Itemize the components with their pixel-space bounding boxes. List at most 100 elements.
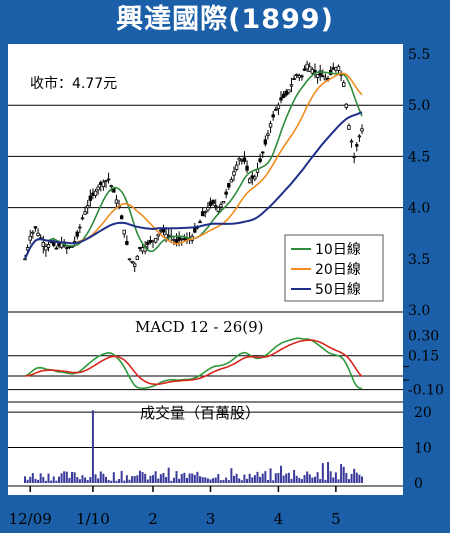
candle-body <box>284 90 288 96</box>
candle-body <box>305 63 309 70</box>
volume-bar <box>209 479 212 483</box>
volume-bar <box>225 477 228 483</box>
volume-bar <box>26 479 29 483</box>
volume-bar <box>110 480 113 483</box>
volume-bar <box>152 475 155 483</box>
volume-bar <box>55 480 58 483</box>
candle-body <box>266 133 270 136</box>
volume-bar <box>269 468 272 483</box>
volume-bar <box>81 475 84 483</box>
candle-body <box>104 180 108 182</box>
volume-bar <box>120 470 123 483</box>
candle-body <box>292 78 296 80</box>
volume-bar <box>240 480 243 483</box>
volume-bar <box>31 473 34 483</box>
volume-y-tick: 20 <box>414 405 432 421</box>
candle-body <box>182 238 187 241</box>
candle-body <box>276 104 281 109</box>
volume-bar <box>170 480 173 483</box>
volume-bar <box>277 472 280 483</box>
volume-title: 成交量（百萬股） <box>140 404 260 422</box>
candle-body <box>138 247 142 249</box>
volume-bar <box>212 478 215 483</box>
volume-bar <box>37 479 40 483</box>
volume-bar <box>321 463 324 483</box>
candle-body <box>206 207 210 211</box>
volume-bar <box>133 475 136 483</box>
volume-bar <box>52 476 55 483</box>
volume-bar <box>261 473 264 483</box>
x-tick-label: 4 <box>274 510 284 528</box>
volume-bars <box>24 410 363 483</box>
volume-bar <box>350 473 353 483</box>
volume-bar <box>201 477 204 483</box>
candle-body <box>208 201 213 206</box>
candle-body <box>247 178 252 184</box>
volume-bar <box>340 464 343 483</box>
candle-body <box>229 179 234 183</box>
volume-bar <box>162 472 165 483</box>
price-y-tick: 4.0 <box>408 201 430 217</box>
candle-body <box>46 244 51 248</box>
candle-body <box>83 211 87 215</box>
candle-body <box>221 201 226 204</box>
volume-bar <box>154 471 157 483</box>
candle-body <box>106 178 111 181</box>
volume-bar <box>157 478 160 483</box>
candle-body <box>313 69 317 73</box>
volume-bar <box>71 471 74 483</box>
volume-bar <box>144 473 147 483</box>
panel-borders <box>8 311 403 487</box>
volume-bar <box>78 479 81 483</box>
candle-body <box>114 199 119 204</box>
candle-body <box>318 70 322 76</box>
volume-bar <box>243 474 246 483</box>
volume-bar <box>327 462 330 483</box>
volume-bar <box>259 476 262 483</box>
volume-bar <box>99 471 102 483</box>
candle-body <box>240 159 244 162</box>
volume-bar <box>217 474 220 483</box>
volume-bar <box>112 472 115 483</box>
volume-bar <box>214 477 217 483</box>
y-axis: 5.5 5.0 4.5 4.0 3.5 3.0 0.30 0.15 -0.10 20 10 0 <box>403 47 444 492</box>
volume-bar <box>185 477 188 483</box>
volume-bar <box>115 480 118 483</box>
candle-body <box>41 242 45 247</box>
candle-body <box>224 191 228 195</box>
volume-bar <box>334 472 337 483</box>
x-tick-label: 5 <box>331 510 341 528</box>
candle-body <box>250 175 254 179</box>
candle-body <box>174 239 179 243</box>
volume-bar <box>193 474 196 483</box>
volume-bar <box>248 473 251 483</box>
legend: 10日線 20日線 50日線 <box>284 234 384 302</box>
candle-body <box>355 144 359 147</box>
volume-bar <box>199 476 202 483</box>
volume-bar <box>246 478 249 483</box>
x-tick-label: 1/10 <box>76 510 110 528</box>
candle-body <box>245 165 249 171</box>
volume-bar <box>65 471 68 483</box>
x-tick-label: 3 <box>206 510 216 528</box>
candle-body <box>357 135 362 138</box>
volume-bar <box>204 477 207 483</box>
volume-bar <box>316 472 319 483</box>
candle-body <box>164 233 168 239</box>
volume-bar <box>107 479 110 483</box>
volume-bar <box>355 472 358 483</box>
candle-body <box>91 192 95 196</box>
volume-bar <box>361 476 363 483</box>
candle-body <box>28 235 32 241</box>
candle-body <box>198 221 202 224</box>
volume-bar <box>347 479 350 483</box>
volume-bar <box>141 472 144 483</box>
volume-bar <box>253 475 256 483</box>
volume-bar <box>57 476 60 483</box>
candle-body <box>289 84 294 87</box>
candle-body <box>234 164 239 170</box>
candle-body <box>133 263 137 267</box>
price-y-tick: 5.0 <box>408 98 430 114</box>
volume-bar <box>123 480 126 483</box>
candle-body <box>263 139 268 145</box>
